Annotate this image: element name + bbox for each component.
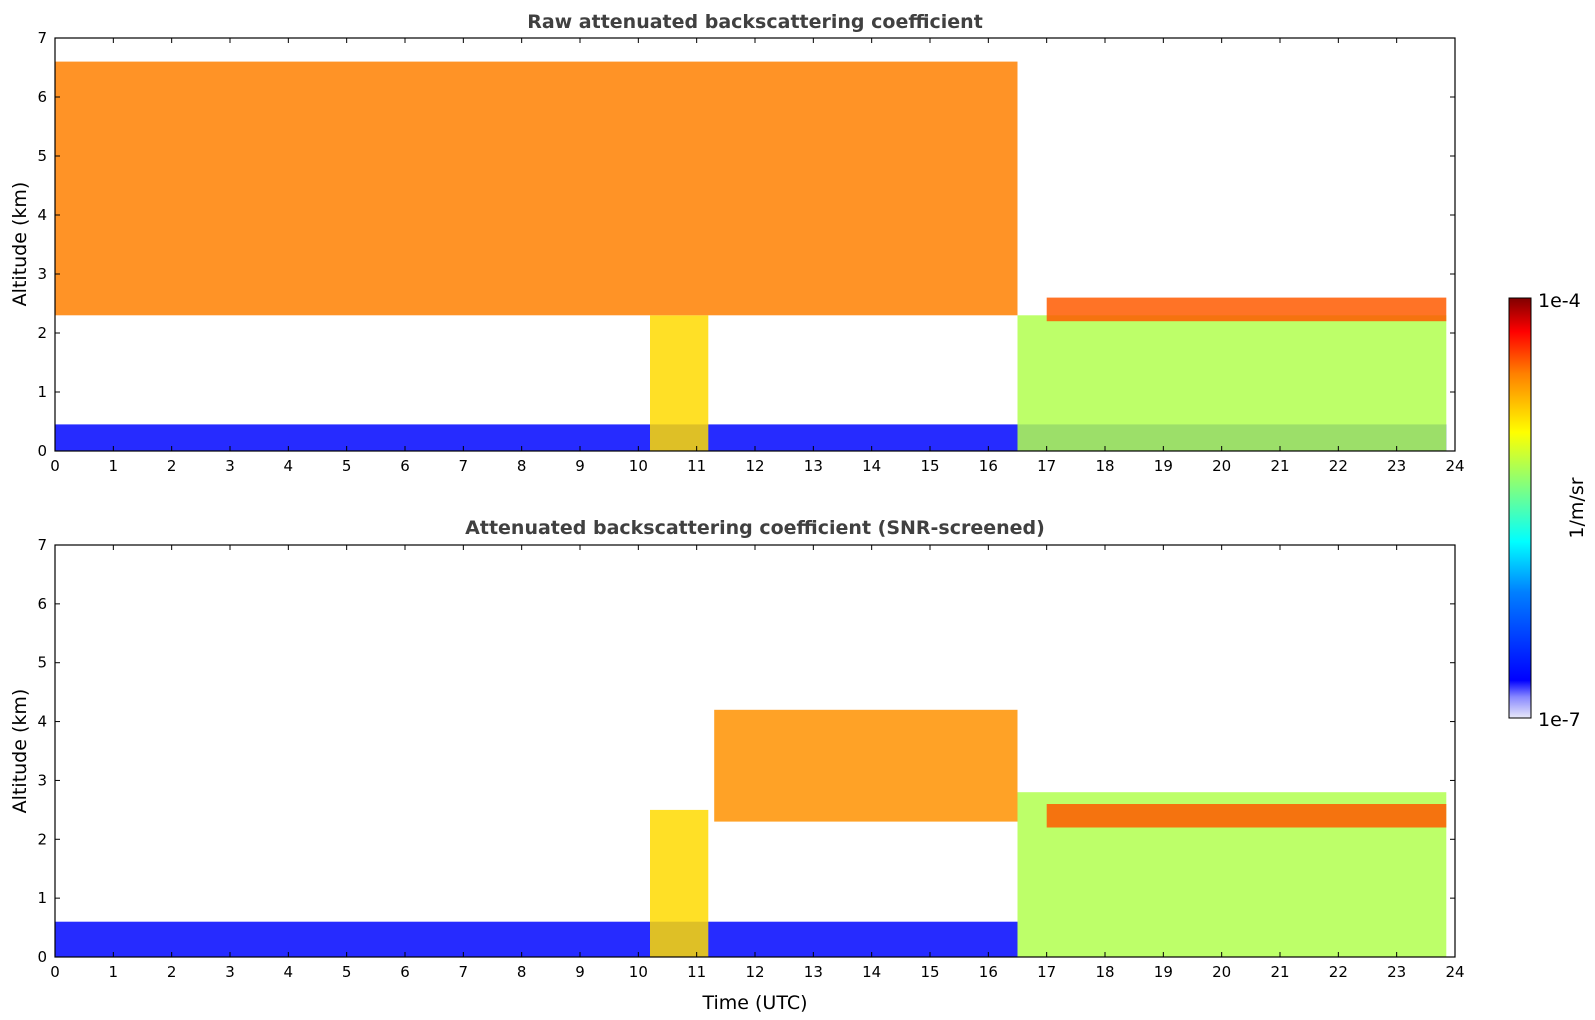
x-tick-label: 4 bbox=[284, 963, 294, 981]
x-tick-label: 21 bbox=[1270, 963, 1289, 981]
x-tick-label: 10 bbox=[629, 457, 648, 475]
x-tick-label: 22 bbox=[1329, 963, 1348, 981]
heatmap-cell bbox=[714, 709, 1018, 822]
colorbar-gradient bbox=[1508, 297, 1532, 719]
x-tick-label: 0 bbox=[50, 963, 60, 981]
colorbar-max-label: 1e-4 bbox=[1538, 290, 1581, 312]
x-tick-label: 18 bbox=[1095, 963, 1114, 981]
heatmap-cell bbox=[1046, 804, 1447, 828]
y-tick-label: 3 bbox=[37, 265, 47, 283]
y-axis-label: Altitude (km) bbox=[9, 182, 31, 307]
chart-panel-screened: Attenuated backscattering coefficient (S… bbox=[9, 517, 1465, 1014]
x-tick-label: 20 bbox=[1212, 457, 1231, 475]
x-tick-label: 14 bbox=[862, 963, 881, 981]
x-tick-label: 16 bbox=[979, 457, 998, 475]
y-tick-label: 0 bbox=[37, 948, 47, 966]
x-tick-label: 18 bbox=[1095, 457, 1114, 475]
x-tick-label: 20 bbox=[1212, 963, 1231, 981]
y-tick-label: 2 bbox=[37, 324, 47, 342]
x-tick-label: 7 bbox=[459, 457, 469, 475]
x-tick-label: 23 bbox=[1387, 963, 1406, 981]
heatmap-cell bbox=[650, 315, 709, 451]
x-tick-label: 15 bbox=[920, 457, 939, 475]
x-tick-label: 15 bbox=[920, 963, 939, 981]
y-tick-label: 5 bbox=[37, 147, 47, 165]
y-axis-label: Altitude (km) bbox=[9, 689, 31, 814]
heatmap-cell bbox=[1046, 297, 1447, 322]
x-tick-label: 24 bbox=[1445, 963, 1464, 981]
x-tick-label: 0 bbox=[50, 457, 60, 475]
x-tick-label: 19 bbox=[1154, 963, 1173, 981]
x-tick-label: 3 bbox=[225, 963, 235, 981]
x-tick-label: 11 bbox=[687, 457, 706, 475]
x-tick-label: 5 bbox=[342, 457, 352, 475]
y-tick-label: 3 bbox=[37, 771, 47, 789]
x-tick-label: 1 bbox=[109, 457, 119, 475]
y-tick-label: 4 bbox=[37, 713, 47, 731]
x-tick-label: 9 bbox=[575, 457, 585, 475]
colorbar-units-label: 1/m/sr bbox=[1566, 477, 1588, 538]
x-tick-label: 6 bbox=[400, 963, 410, 981]
colorbar-min-label: 1e-7 bbox=[1538, 709, 1581, 731]
colorbar: 1e-4 1e-7 1/m/sr bbox=[1508, 290, 1588, 731]
y-tick-label: 1 bbox=[37, 889, 47, 907]
chart-title: Raw attenuated backscattering coefficien… bbox=[527, 11, 983, 33]
x-tick-label: 12 bbox=[745, 963, 764, 981]
x-tick-label: 10 bbox=[629, 963, 648, 981]
x-tick-label: 13 bbox=[804, 457, 823, 475]
axes-raw: 0 1 2 3 4 5 6 7 8 9 10 11 12 13 14 15 16 17 18 19 20 21 22 23 24… bbox=[37, 29, 1464, 475]
y-tick-label: 1 bbox=[37, 383, 47, 401]
x-tick-label: 13 bbox=[804, 963, 823, 981]
heatmap-cell bbox=[1017, 315, 1447, 451]
x-tick-label: 11 bbox=[687, 963, 706, 981]
x-axis-label: Time (UTC) bbox=[701, 992, 807, 1014]
x-tick-label: 2 bbox=[167, 457, 177, 475]
x-tick-label: 17 bbox=[1037, 963, 1056, 981]
x-tick-label: 19 bbox=[1154, 457, 1173, 475]
x-tick-label: 1 bbox=[109, 963, 119, 981]
chart-panel-raw: Raw attenuated backscattering coefficien… bbox=[9, 11, 1465, 475]
y-tick-label: 6 bbox=[37, 88, 47, 106]
x-tick-label: 3 bbox=[225, 457, 235, 475]
x-tick-label: 22 bbox=[1329, 457, 1348, 475]
heatmap-cell bbox=[55, 921, 1018, 957]
heatmap-cell bbox=[55, 61, 1018, 316]
x-tick-label: 14 bbox=[862, 457, 881, 475]
x-tick-label: 6 bbox=[400, 457, 410, 475]
x-tick-label: 8 bbox=[517, 963, 527, 981]
y-tick-label: 2 bbox=[37, 830, 47, 848]
y-tick-label: 6 bbox=[37, 595, 47, 613]
x-tick-label: 17 bbox=[1037, 457, 1056, 475]
x-tick-label: 4 bbox=[284, 457, 294, 475]
y-tick-label: 7 bbox=[37, 29, 47, 47]
axes-screened: 0 1 2 3 4 5 6 7 8 9 10 11 12 13 14 15 16 17 18 19 20 21 22 23 24… bbox=[37, 536, 1464, 981]
x-tick-label: 21 bbox=[1270, 457, 1289, 475]
heatmap-cell bbox=[650, 809, 709, 957]
x-tick-label: 23 bbox=[1387, 457, 1406, 475]
heatmap-screened bbox=[55, 709, 1447, 957]
y-tick-label: 4 bbox=[37, 206, 47, 224]
x-tick-label: 2 bbox=[167, 963, 177, 981]
x-tick-label: 7 bbox=[459, 963, 469, 981]
x-tick-label: 16 bbox=[979, 963, 998, 981]
x-tick-label: 24 bbox=[1445, 457, 1464, 475]
heatmap-raw bbox=[55, 61, 1447, 451]
chart-title: Attenuated backscattering coefficient (S… bbox=[465, 517, 1045, 539]
y-tick-label: 5 bbox=[37, 654, 47, 672]
y-tick-label: 0 bbox=[37, 442, 47, 460]
x-tick-label: 8 bbox=[517, 457, 527, 475]
y-tick-label: 7 bbox=[37, 536, 47, 554]
x-tick-label: 5 bbox=[342, 963, 352, 981]
x-tick-label: 12 bbox=[745, 457, 764, 475]
x-tick-label: 9 bbox=[575, 963, 585, 981]
